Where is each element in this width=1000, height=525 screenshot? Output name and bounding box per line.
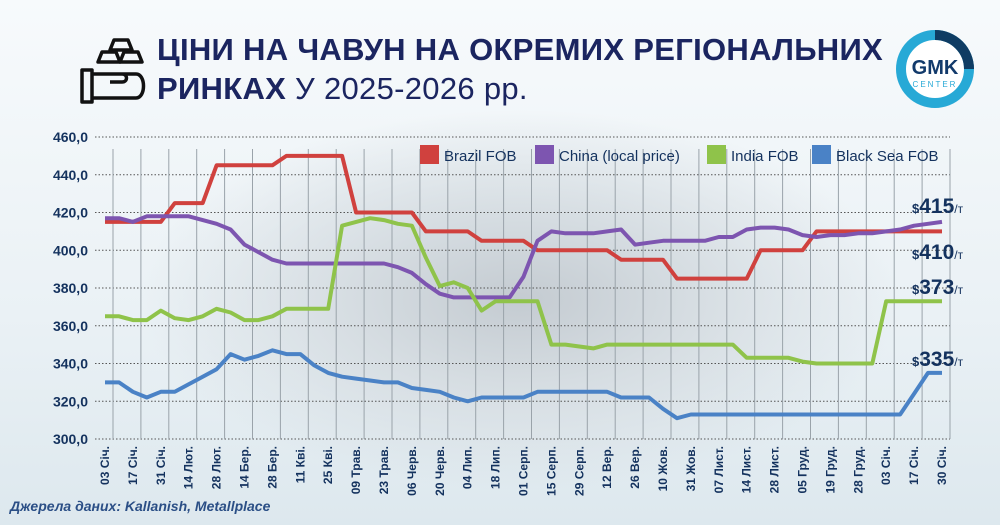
end-value-number: 373 bbox=[919, 276, 954, 299]
end-value-unit: /т bbox=[954, 283, 963, 297]
end-value: $ bbox=[912, 247, 920, 262]
end-value: $ bbox=[912, 354, 920, 369]
x-tick-label: 28 Лист. bbox=[768, 446, 782, 493]
legend-swatch bbox=[535, 145, 554, 164]
legend-label: India FOB bbox=[731, 148, 799, 165]
y-tick-label: 360,0 bbox=[53, 318, 88, 334]
series-line-black-sea-fob bbox=[105, 348, 942, 421]
series-line-india-fob bbox=[105, 216, 942, 366]
y-tick-label: 300,0 bbox=[53, 431, 88, 447]
x-tick-label: 17 Січ. bbox=[907, 446, 921, 485]
legend-label: Brazil FOB bbox=[444, 148, 517, 165]
x-tick-label: 20 Черв. bbox=[433, 446, 447, 496]
y-tick-label: 400,0 bbox=[53, 242, 88, 258]
x-tick-label: 10 Жов. bbox=[656, 446, 670, 491]
end-value: $ bbox=[912, 201, 920, 216]
x-tick-label: 31 Жов. bbox=[684, 446, 698, 491]
end-value-unit: /т bbox=[954, 248, 963, 262]
end-value-unit: /т bbox=[954, 202, 963, 216]
y-tick-label: 460,0 bbox=[53, 129, 88, 145]
x-tick-label: 19 Груд. bbox=[823, 446, 837, 494]
title-line-1: ЦІНИ НА ЧАВУН НА ОКРЕМИХ РЕГІОНАЛЬНИХ bbox=[157, 32, 884, 67]
y-tick-label: 380,0 bbox=[53, 280, 88, 296]
gmk-center-logo: GMK CENTER bbox=[896, 30, 974, 108]
x-tick-label: 18 Лип. bbox=[489, 446, 503, 489]
x-tick-label: 05 Груд. bbox=[796, 446, 810, 494]
x-tick-label: 25 Кві. bbox=[321, 446, 335, 484]
series-line-brazil-fob bbox=[105, 153, 942, 281]
x-tick-label: 26 Вер. bbox=[628, 446, 642, 489]
end-value-number: 410 bbox=[919, 241, 954, 264]
x-tick-label: 12 Вер. bbox=[600, 446, 614, 489]
y-tick-label: 340,0 bbox=[53, 356, 88, 372]
x-tick-label: 28 Лют. bbox=[210, 446, 224, 489]
x-tick-label: 28 Груд. bbox=[851, 446, 865, 494]
x-tick-label: 11 Кві. bbox=[293, 446, 307, 483]
end-value-label: $415/т bbox=[912, 195, 964, 218]
x-tick-label: 31 Січ. bbox=[154, 446, 168, 485]
x-tick-label: 09 Трав. bbox=[349, 446, 363, 494]
y-tick-label: 420,0 bbox=[53, 205, 88, 221]
x-tick-label: 28 Бер. bbox=[265, 446, 279, 489]
x-tick-label: 17 Січ. bbox=[126, 446, 140, 485]
gold-bars-hand-icon bbox=[80, 38, 146, 104]
x-tick-label: 30 Січ. bbox=[935, 446, 949, 485]
title-bold: РИНКАХ bbox=[157, 71, 287, 106]
x-tick-label: 23 Трав. bbox=[377, 446, 391, 494]
x-tick-label: 06 Черв. bbox=[405, 446, 419, 496]
end-value-unit: /т bbox=[954, 355, 963, 369]
logo-subtext: CENTER bbox=[913, 80, 958, 89]
series-line-china-local-price- bbox=[105, 214, 943, 300]
title-rest: У 2025-2026 рр. bbox=[286, 71, 528, 106]
end-value-label: $335/т bbox=[912, 348, 964, 371]
y-tick-label: 440,0 bbox=[53, 167, 88, 183]
x-tick-label: 07 Лист. bbox=[712, 446, 726, 493]
legend-swatch bbox=[812, 145, 831, 164]
x-tick-label: 04 Лип. bbox=[461, 446, 475, 489]
legend-label: Black Sea FOB bbox=[836, 148, 939, 165]
end-value-label: $373/т bbox=[912, 276, 964, 299]
x-tick-label: 14 Лют. bbox=[182, 446, 196, 489]
end-value: $ bbox=[912, 282, 920, 297]
page-title: ЦІНИ НА ЧАВУН НА ОКРЕМИХ РЕГІОНАЛЬНИХ РИ… bbox=[157, 30, 883, 108]
end-value-number: 415 bbox=[919, 195, 954, 218]
x-tick-label: 14 Лист. bbox=[740, 446, 754, 493]
x-tick-label: 03 Січ. bbox=[879, 446, 893, 485]
x-tick-label: 03 Січ. bbox=[98, 446, 112, 485]
y-tick-label: 320,0 bbox=[53, 393, 88, 409]
x-tick-label: 15 Серп. bbox=[544, 446, 558, 496]
x-tick-label: 01 Серп. bbox=[517, 446, 531, 496]
legend-swatch bbox=[420, 145, 439, 164]
legend-swatch bbox=[707, 145, 726, 164]
legend-label: China (local price) bbox=[559, 148, 680, 165]
logo-text: GMK bbox=[912, 57, 959, 79]
title-line-2: РИНКАХ У 2025-2026 рр. bbox=[157, 69, 883, 108]
end-value-label: $410/т bbox=[912, 241, 964, 264]
source-note: Джерела даних: Kallanish, Metallplace bbox=[10, 498, 271, 514]
x-tick-label: 14 Бер. bbox=[238, 446, 252, 489]
end-value-number: 335 bbox=[919, 348, 954, 371]
x-tick-label: 29 Серп. bbox=[572, 446, 586, 496]
